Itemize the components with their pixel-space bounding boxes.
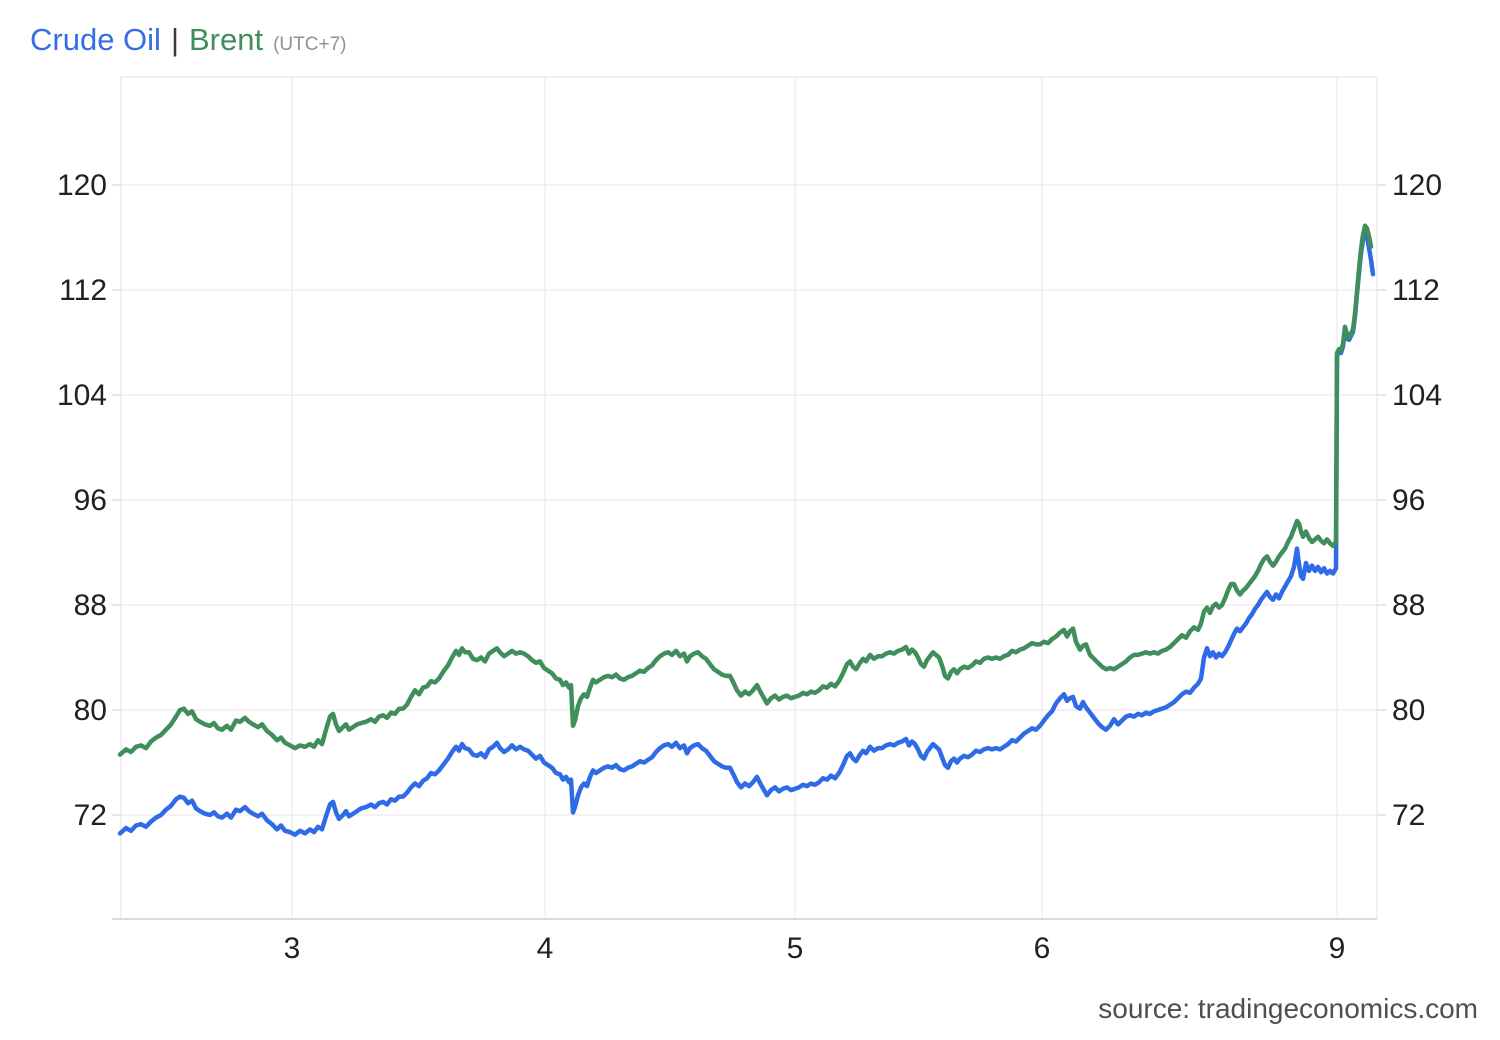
x-axis-label: 3: [284, 932, 301, 965]
title-crude-oil: Crude Oil: [30, 22, 161, 57]
x-axis-label: 9: [1329, 932, 1346, 965]
title-brent: Brent: [189, 22, 264, 57]
y-axis-label-right: 88: [1392, 589, 1425, 622]
y-axis-label-right: 72: [1392, 799, 1425, 832]
y-axis-label-left: 120: [57, 169, 107, 202]
y-axis-label-right: 96: [1392, 484, 1425, 517]
y-axis-label-right: 80: [1392, 694, 1425, 727]
chart-title: Crude Oil | Brent (UTC+7): [30, 22, 346, 58]
title-separator: |: [170, 22, 179, 57]
y-axis-label-left: 104: [57, 379, 107, 412]
series-line-crude-oil[interactable]: [117, 229, 1376, 837]
series-line-brent[interactable]: [117, 223, 1374, 757]
title-timezone: (UTC+7): [273, 34, 347, 55]
y-axis-label-left: 96: [74, 484, 107, 517]
y-axis-label-right: 104: [1392, 379, 1442, 412]
x-axis-label: 4: [537, 932, 554, 965]
y-axis-label-left: 72: [74, 799, 107, 832]
x-axis-label: 6: [1034, 932, 1051, 965]
x-axis-label: 5: [787, 932, 804, 965]
y-axis-label-right: 120: [1392, 169, 1442, 202]
source-attribution: source: tradingeconomics.com: [1098, 993, 1478, 1024]
y-axis-label-right: 112: [1392, 274, 1440, 307]
y-axis-label-left: 112: [59, 274, 107, 307]
y-axis-label-left: 88: [74, 589, 107, 622]
y-axis-label-left: 80: [74, 694, 107, 727]
plot-border: [120, 76, 1378, 920]
